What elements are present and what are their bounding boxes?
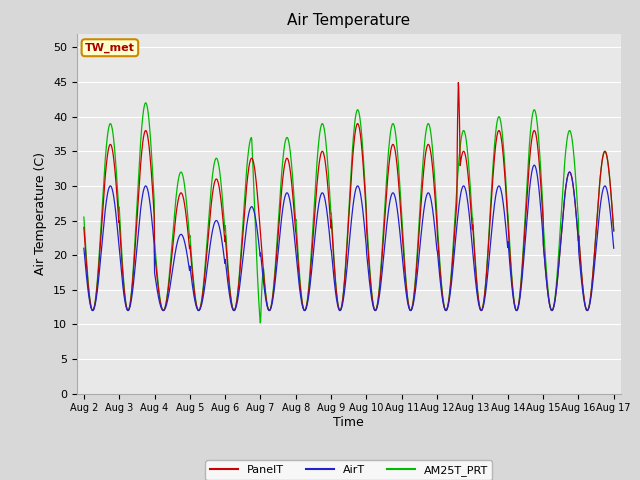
Text: TW_met: TW_met: [85, 43, 135, 53]
Y-axis label: Air Temperature (C): Air Temperature (C): [35, 152, 47, 275]
Legend: PanelT, AirT, AM25T_PRT: PanelT, AirT, AM25T_PRT: [205, 460, 492, 480]
Title: Air Temperature: Air Temperature: [287, 13, 410, 28]
X-axis label: Time: Time: [333, 416, 364, 429]
